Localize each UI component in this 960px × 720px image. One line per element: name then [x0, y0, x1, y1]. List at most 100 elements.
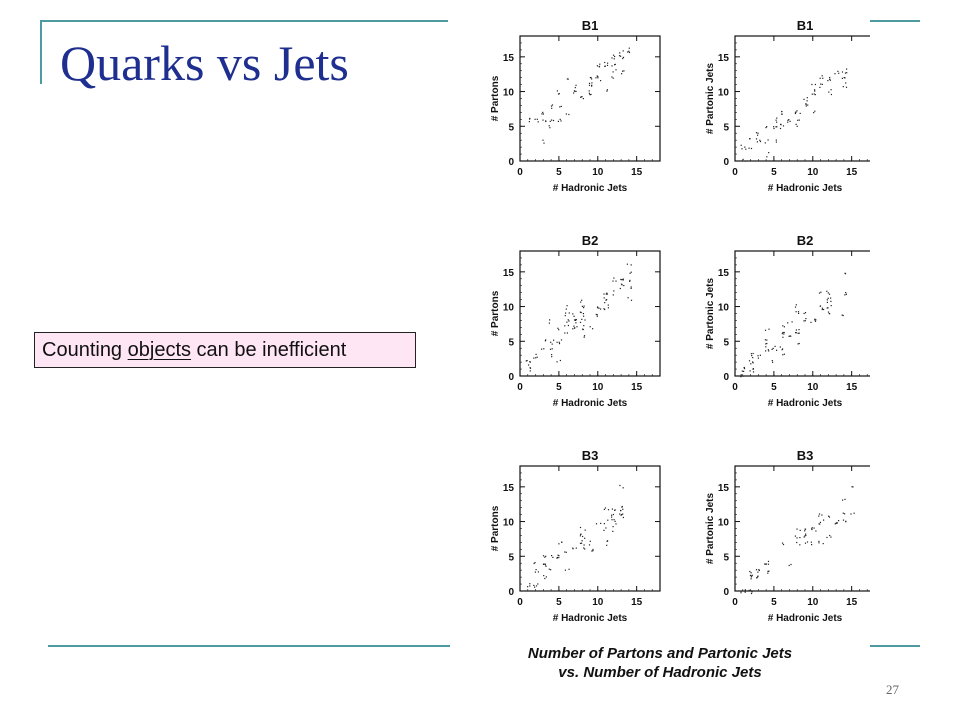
- caption-line-2: vs. Number of Hadronic Jets: [558, 664, 762, 681]
- scatter-point: [575, 90, 577, 92]
- scatter-point: [564, 569, 566, 571]
- y-tick-label: 0: [508, 587, 514, 598]
- scatter-point: [768, 570, 770, 572]
- plot-frame: [734, 465, 876, 592]
- scatter-point: [534, 571, 536, 573]
- scatter-point: [814, 319, 816, 321]
- scatter-point: [596, 314, 598, 316]
- scatter-figure: B1 0 5 10 15 0 5 10 15 # Hadronic Jets # Partons B1…: [450, 8, 876, 684]
- scatter-point: [750, 572, 752, 574]
- scatter-point: [566, 78, 568, 80]
- scatter-point: [819, 86, 821, 88]
- scatter-point: [830, 305, 832, 307]
- scatter-point: [783, 353, 785, 355]
- scatter-point: [818, 523, 820, 525]
- scatter-point: [558, 543, 560, 545]
- y-tick-label: 5: [723, 122, 729, 133]
- scatter-point: [795, 329, 797, 331]
- scatter-point: [550, 105, 553, 107]
- y-tick-label: 5: [508, 122, 514, 133]
- scatter-point: [835, 522, 837, 524]
- scatter-point: [789, 120, 791, 122]
- scatter-point: [821, 75, 823, 77]
- scatter-point: [612, 71, 614, 73]
- scatter-point: [788, 119, 790, 121]
- scatter-point: [588, 84, 591, 86]
- scatter-point: [767, 563, 770, 565]
- scatter-point: [545, 576, 547, 578]
- scatter-point: [740, 374, 742, 376]
- scatter-point: [592, 550, 594, 552]
- scatter-point: [767, 572, 769, 574]
- scatter-point: [797, 119, 799, 121]
- scatter-point: [775, 126, 777, 128]
- scatter-point: [795, 304, 797, 306]
- y-tick-label: 0: [508, 157, 514, 168]
- scatter-point: [551, 107, 553, 109]
- scatter-point: [828, 91, 830, 93]
- scatter-point: [813, 527, 815, 529]
- scatter-point: [552, 119, 555, 122]
- scatter-point: [607, 307, 609, 309]
- scatter-point: [804, 528, 806, 530]
- scatter-point: [790, 563, 792, 566]
- scatter-point: [573, 325, 575, 327]
- scatter-point: [620, 55, 622, 57]
- scatter-point: [822, 77, 824, 79]
- scatter-point: [787, 322, 789, 324]
- panel-title: B3: [797, 448, 814, 463]
- x-tick-label: 0: [732, 167, 738, 178]
- scatter-point: [591, 82, 593, 84]
- page-number: 27: [886, 682, 899, 697]
- scatter-point: [853, 512, 855, 514]
- scatter-point: [827, 292, 829, 294]
- scatter-point: [811, 93, 813, 95]
- scatter-point: [750, 578, 752, 580]
- bottom-rule-left: [48, 645, 450, 647]
- x-tick-label: 15: [846, 382, 858, 393]
- scatter-point: [568, 312, 570, 314]
- scatter-point: [621, 506, 623, 508]
- x-tick-label: 0: [732, 382, 738, 393]
- scatter-point: [814, 83, 816, 86]
- scatter-point: [797, 311, 800, 313]
- scatter-point: [579, 321, 582, 323]
- scatter-point: [597, 76, 599, 78]
- scatter-point: [534, 118, 536, 120]
- y-axis-label: # Partonic Jets: [705, 62, 716, 134]
- scatter-point: [776, 126, 778, 128]
- scatter-point: [803, 320, 805, 322]
- scatter-point: [579, 535, 581, 537]
- scatter-point: [828, 313, 830, 315]
- y-tick-label: 15: [503, 483, 515, 494]
- scatter-point: [528, 121, 530, 123]
- scatter-point: [583, 305, 585, 307]
- scatter-point: [551, 343, 553, 345]
- scatter-point: [845, 520, 847, 522]
- scatter-point: [826, 299, 828, 301]
- scatter-point: [804, 542, 807, 544]
- plot-frame: [519, 35, 661, 162]
- scatter-point: [600, 522, 602, 524]
- scatter-point: [841, 71, 844, 73]
- x-tick-label: 5: [771, 167, 777, 178]
- scatter-point: [557, 327, 559, 329]
- x-tick-label: 10: [807, 597, 819, 608]
- scatter-point: [744, 589, 746, 591]
- scatter-point: [575, 84, 577, 86]
- scatter-point: [827, 307, 829, 309]
- y-tick-label: 10: [503, 518, 515, 529]
- scatter-point: [612, 280, 614, 282]
- scatter-point: [604, 302, 606, 304]
- scatter-point: [759, 139, 761, 141]
- scatter-point: [749, 138, 751, 140]
- scatter-point: [548, 125, 550, 127]
- y-tick-label: 0: [723, 157, 729, 168]
- scatter-point: [810, 321, 812, 323]
- scatter-point: [615, 523, 617, 525]
- scatter-point: [845, 292, 847, 294]
- scatter-point: [628, 51, 631, 54]
- x-tick-label: 5: [771, 597, 777, 608]
- scatter-point: [756, 141, 758, 143]
- callout-text-underlined: objects: [127, 338, 191, 361]
